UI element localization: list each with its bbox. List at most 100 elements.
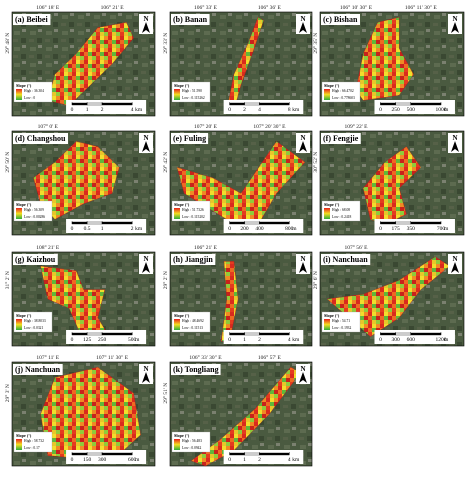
scale-segment [101, 332, 133, 336]
scale-tick-label: 0 [71, 457, 74, 463]
scale-segment [86, 332, 103, 336]
coordinate-label: 107° 20' 30" E [253, 123, 286, 130]
panel-label: (g) Kaizhou [15, 255, 56, 264]
scale-tick-label: 500 [407, 107, 416, 113]
coordinate-label: 29° 48' N [4, 33, 11, 54]
panel-label-box [321, 133, 361, 144]
scale-tick-label: 4 [258, 107, 261, 113]
scale-tick-label: 2 [101, 107, 104, 113]
scale-tick-label: 4 [288, 337, 291, 343]
legend-high: High : 51.590 [182, 89, 202, 93]
coordinate-label: 29° 2' N [162, 271, 169, 289]
panel-label-box [171, 254, 216, 265]
map-panel: (e) Fuling N Slope (°)High : 51.7326 Low : … [169, 130, 313, 236]
legend-title: Slope (°) [16, 313, 32, 318]
scale-tick-label: 0 [228, 457, 231, 463]
legend-low: Low : 0.778603 [332, 96, 355, 100]
legend-high: High : 48.4692 [182, 319, 204, 323]
scale-tick-label: 0 [379, 107, 382, 113]
legend-title: Slope (°) [324, 83, 340, 88]
coordinate-label: 29° 3' N [4, 384, 11, 402]
legend-box [321, 81, 361, 103]
legend-box [13, 311, 53, 333]
north-arrow [142, 372, 150, 383]
legend-low: Low : 0.0321 [24, 326, 43, 330]
legend-ramp [324, 319, 330, 330]
legend-low: Low : 0.1932 [332, 326, 351, 330]
scale-segment [71, 332, 88, 336]
legend-ramp [174, 208, 180, 219]
legend-box [13, 81, 53, 103]
legend-low: Low : 0.00286 [24, 215, 45, 219]
panel-label-box [13, 254, 58, 265]
scale-segment [380, 221, 396, 225]
scale-tick-label: 500 [128, 337, 137, 343]
map-panel: (d) Changshou N Slope (°)High : 56.309 Low … [11, 130, 156, 236]
scale-tick-label: 1000 [435, 107, 446, 113]
scale-segment [86, 102, 103, 106]
legend-title: Slope (°) [324, 202, 340, 207]
scale-segment [229, 452, 245, 456]
coordinate-label: 107° 56' E [344, 244, 368, 251]
map-panel: (k) Tongliang N Slope (°)High : 56.483 Low … [169, 361, 313, 467]
scale-tick-label: 250 [391, 107, 400, 113]
scale-unit: m [135, 457, 140, 463]
scale-segment [244, 221, 260, 225]
north-arrow [299, 262, 307, 273]
slope-area [40, 265, 113, 342]
scale-tick-label: 350 [407, 226, 416, 232]
scale-segment [229, 221, 245, 225]
north-label: N [300, 365, 305, 373]
coordinate-label: 106° 10' 30" E [340, 4, 373, 11]
legend-low: Low : 0.17 [24, 446, 40, 450]
panel-label: (a) Beibei [15, 15, 48, 24]
coordinate-label: 29° 35' N [312, 33, 319, 54]
panel-label-box [13, 133, 69, 144]
scale-tick-label: 0 [379, 226, 382, 232]
legend-title: Slope (°) [174, 433, 190, 438]
legend-ramp [174, 89, 180, 100]
panel-label-box [171, 133, 209, 144]
coordinate-label: 106° 36' E [258, 4, 282, 11]
scale-segment [259, 332, 290, 336]
coordinate-label: 106° 57' E [258, 354, 282, 361]
coordinate-label: 107° 0' E [38, 123, 59, 130]
map-panel: (c) Bishan N Slope (°)High : 66.4702 Low : … [319, 11, 465, 117]
panel-label: (f) Fengjie [323, 134, 359, 143]
panel-label: (d) Changshou [15, 134, 66, 143]
coordinate-label: 29° 51' N [162, 383, 169, 404]
legend-low: Low : 0.0942 [182, 446, 201, 450]
scale-bar-box [66, 219, 147, 233]
map-panel: (h) Jiangjin N Slope (°)High : 48.4692 Low … [169, 251, 313, 347]
scale-tick-label: 2 [243, 107, 246, 113]
legend-high: High : 56.483 [182, 439, 202, 443]
scale-tick-label: 4 [288, 457, 291, 463]
legend-low: Low : 0 [24, 96, 35, 100]
scale-segment [410, 102, 442, 106]
legend-ramp [16, 439, 22, 450]
north-label: N [300, 134, 305, 142]
north-label: N [300, 15, 305, 23]
scale-unit: m [135, 337, 140, 343]
coordinate-label: 106° 33' E [194, 4, 218, 11]
legend-high: High : 51.7326 [182, 208, 204, 212]
coordinate-label: 29° 42' N [162, 152, 169, 173]
scale-tick-label: 8 [288, 107, 291, 113]
map-panel: (b) Banan N Slope (°)High : 51.590 Low : 0.… [169, 11, 313, 117]
legend-title: Slope (°) [174, 83, 190, 88]
legend-ramp [174, 319, 180, 330]
coordinate-label: 30° 52' N [312, 152, 319, 173]
north-label: N [143, 134, 148, 142]
north-arrow [142, 141, 150, 152]
scale-segment [101, 221, 133, 225]
legend-low: Low : 0.115202 [182, 215, 205, 219]
panel-label: (h) Jiangjin [173, 255, 213, 264]
scale-segment [259, 452, 290, 456]
scale-tick-label: 4 [131, 107, 134, 113]
scale-segment [410, 221, 442, 225]
scale-tick-label: 0 [71, 337, 74, 343]
panel-label: (i) Nanchuan [323, 255, 368, 264]
coordinate-label: 109° 22' E [344, 123, 368, 130]
legend-high: High : 56.309 [24, 208, 44, 212]
panel-label-box [321, 14, 360, 25]
